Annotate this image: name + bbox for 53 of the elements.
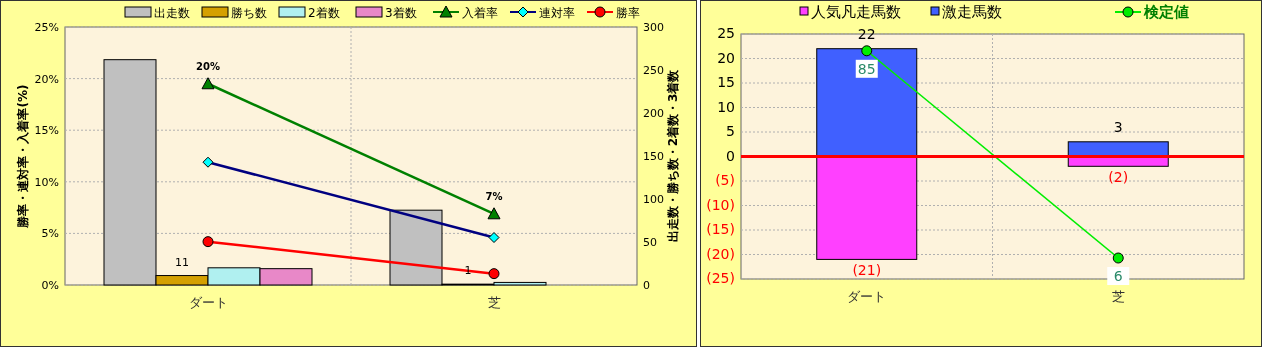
y-tick-label: 20% [34, 72, 59, 86]
legend-label: 出走数 [154, 6, 190, 20]
x-tick-label: 芝 [487, 295, 501, 310]
y-tick-label: 25% [34, 21, 59, 34]
y2-axis-title: 出走数・勝ち数・2着数・3着数 [666, 68, 680, 243]
data-label: 6 [1113, 268, 1123, 285]
y-tick-label: 10% [34, 175, 59, 189]
y-tick-label: 15% [34, 124, 59, 138]
data-label: 7% [485, 190, 503, 202]
y-tick-label: (5) [715, 172, 735, 188]
data-label: (21) [852, 262, 882, 279]
point [202, 236, 214, 248]
x-tick-label: ダート [188, 295, 228, 310]
legend-label: 3着数 [385, 6, 417, 20]
legend-label: 人気凡走馬数 [811, 3, 901, 21]
y2-tick-label: 0 [643, 279, 650, 292]
y2-tick-label: 200 [643, 107, 664, 120]
y2-tick-label: 100 [643, 193, 664, 206]
y2-tick-label: 150 [643, 150, 664, 163]
legend-label: 勝率 [616, 6, 640, 20]
legend-label: 2着数 [308, 6, 340, 20]
data-label: (2) [1108, 169, 1129, 186]
y-tick-label: (10) [706, 196, 735, 213]
legend-label: 勝ち数 [231, 6, 267, 20]
y-tick-label: 25 [717, 25, 735, 41]
data-label: 11 [175, 255, 189, 269]
y2-tick-label: 250 [643, 64, 664, 77]
y-tick-label: (15) [706, 221, 735, 237]
y-tick-label: (25) [706, 270, 735, 286]
y-tick-label: 5% [41, 227, 59, 241]
y-tick-label: 20 [717, 49, 735, 66]
legend-label: 入着率 [462, 6, 498, 20]
legend-label: 激走馬数 [942, 3, 1002, 21]
bar [816, 48, 918, 157]
data-label: 3 [1113, 118, 1123, 135]
y-tick-label: 5 [726, 123, 735, 139]
y-tick-label: 15 [717, 74, 735, 90]
data-label: 85 [857, 60, 876, 77]
y-tick-label: 10 [717, 98, 735, 115]
x-tick-label: 芝 [1111, 289, 1125, 304]
legend-label: 検定値 [1143, 3, 1189, 21]
legend-label: 連対率 [539, 6, 575, 20]
y-tick-label: (20) [706, 245, 735, 262]
y-tick-label: 0 [726, 147, 735, 164]
y-tick-label: 0% [41, 279, 59, 292]
point [488, 268, 500, 280]
data-label: 20% [196, 60, 220, 72]
y2-tick-label: 50 [643, 236, 657, 249]
y2-tick-label: 300 [643, 21, 664, 34]
y-axis-title: 勝率・連対率・入着率(%) [16, 84, 30, 229]
bar [816, 156, 918, 260]
data-label: 22 [857, 25, 876, 42]
x-tick-label: ダート [847, 289, 887, 304]
